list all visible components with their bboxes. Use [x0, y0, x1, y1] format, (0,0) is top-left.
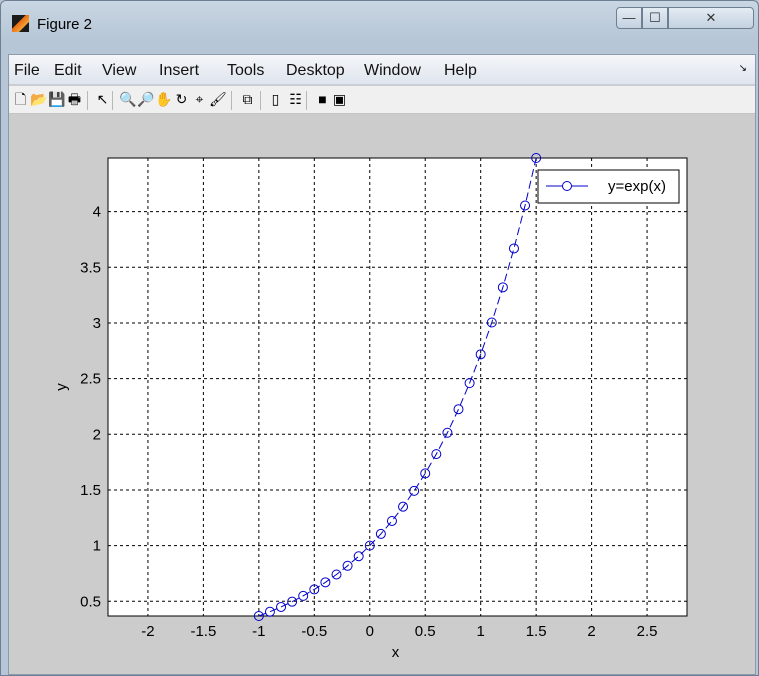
save-icon[interactable]: 💾 [48, 91, 66, 107]
toolbar-separator [231, 91, 232, 110]
edit-plot-arrow-icon[interactable]: ↖ [96, 91, 109, 107]
y-tick-label: 3.5 [80, 259, 101, 276]
toolbar-separator [87, 91, 88, 110]
data-point-marker [508, 243, 519, 254]
hide-plot-tools-icon[interactable]: ■ [318, 91, 327, 107]
data-cursor-icon[interactable]: ⌖ [195, 91, 204, 107]
window-title: Figure 2 [37, 16, 93, 33]
x-tick-label: 0 [366, 623, 374, 640]
y-tick-label: 4 [93, 204, 101, 221]
print-icon[interactable]: 🖶 [67, 91, 82, 107]
y-tick-label: 2.5 [80, 371, 101, 388]
series-line [258, 157, 537, 617]
menu-tools[interactable]: Tools [227, 62, 265, 79]
data-point-marker [453, 404, 464, 415]
menu-bar: File Edit View Insert Tools Desktop Wind… [9, 55, 755, 85]
zoom-in-icon[interactable]: 🔍 [119, 91, 137, 107]
data-point-marker [486, 317, 497, 328]
data-point-marker [276, 601, 287, 612]
data-point-marker [309, 584, 320, 595]
y-tick-label: 1 [93, 538, 101, 555]
x-tick-label: 2.5 [637, 623, 658, 640]
data-point-marker [386, 515, 397, 526]
x-tick-label: -0.5 [301, 623, 327, 640]
brush-icon[interactable]: 🖌 [209, 91, 227, 107]
toolbar-separator [112, 91, 113, 110]
pan-hand-icon[interactable]: ✋ [155, 91, 173, 107]
maximize-button[interactable]: ☐ [642, 7, 668, 29]
y-tick-label: 0.5 [80, 593, 101, 610]
data-point-marker [497, 282, 508, 293]
rotate-3d-icon[interactable]: ↻ [175, 91, 188, 107]
title-bar: Figure 2 — ☐ ✕ [1, 1, 758, 37]
matlab-logo-icon [12, 15, 29, 32]
y-axis-label: y [53, 383, 70, 391]
x-tick-label: -1 [252, 623, 265, 640]
data-point-marker [475, 349, 486, 360]
y-tick-label: 3 [93, 315, 101, 332]
data-point-marker [364, 540, 375, 551]
new-figure-icon[interactable]: 🗋 [14, 91, 27, 107]
y-tick-label: 1.5 [80, 482, 101, 499]
open-file-icon[interactable]: 📂 [30, 91, 48, 107]
menu-edit[interactable]: Edit [54, 62, 82, 79]
data-point-marker [431, 449, 442, 460]
axes-box [107, 157, 688, 617]
x-tick-label: 2 [587, 623, 595, 640]
show-plot-tools-icon[interactable]: ▣ [332, 91, 347, 107]
data-point-marker [464, 378, 475, 389]
menu-help[interactable]: Help [444, 62, 477, 79]
data-point-marker [531, 153, 542, 163]
link-plot-icon[interactable]: ⧉ [242, 91, 253, 107]
x-tick-label: -1.5 [190, 623, 216, 640]
data-point-marker [409, 485, 420, 496]
data-point-marker [375, 528, 386, 539]
menu-view[interactable]: View [102, 62, 137, 79]
data-point-marker [420, 468, 431, 479]
data-point-marker [264, 606, 275, 617]
x-tick-label: -2 [141, 623, 154, 640]
data-point-marker [342, 560, 353, 571]
data-point-marker [520, 200, 531, 211]
legend-icon[interactable]: ☷ [289, 91, 302, 107]
x-tick-label: 1 [477, 623, 485, 640]
legend-marker [562, 181, 572, 191]
data-point-marker [320, 577, 331, 588]
x-tick-label: 1.5 [526, 623, 547, 640]
close-button[interactable]: ✕ [668, 7, 754, 29]
menu-file[interactable]: File [14, 62, 40, 79]
menu-desktop[interactable]: Desktop [286, 62, 345, 79]
legend-label: y=exp(x) [608, 178, 666, 195]
data-point-marker [353, 551, 364, 562]
data-point-marker [398, 501, 409, 512]
toolbar: 🗋 📂 💾 🖶 ↖ 🔍 🔎 ✋ ↻ ⌖ 🖌 ⧉ ▯ ☷ ■ ▣ [9, 86, 755, 114]
data-point-marker [253, 611, 264, 621]
expand-arrow-icon[interactable]: ↘ [738, 63, 747, 74]
minimize-button[interactable]: — [616, 7, 642, 29]
toolbar-separator [306, 91, 307, 110]
colorbar-icon[interactable]: ▯ [271, 91, 280, 107]
toolbar-separator [260, 91, 261, 110]
menu-insert[interactable]: Insert [159, 62, 200, 79]
data-point-marker [298, 590, 309, 601]
x-axis-label: x [392, 644, 400, 661]
data-point-marker [331, 569, 342, 580]
data-point-marker [442, 427, 453, 438]
zoom-out-icon[interactable]: 🔎 [137, 91, 155, 107]
y-tick-label: 2 [93, 426, 101, 443]
x-tick-label: 0.5 [415, 623, 436, 640]
data-point-marker [287, 596, 298, 607]
menu-window[interactable]: Window [364, 62, 421, 79]
